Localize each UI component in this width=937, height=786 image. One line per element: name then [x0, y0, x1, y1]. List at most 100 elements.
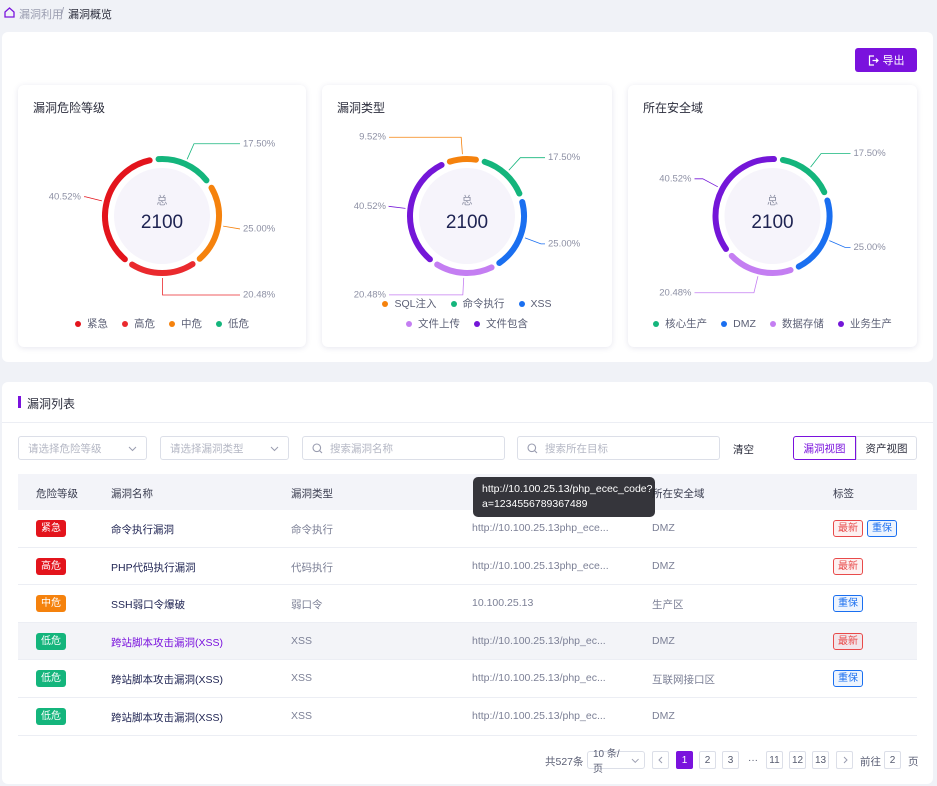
search-input[interactable]: 搜索漏洞名称: [302, 436, 505, 460]
page-button[interactable]: 3: [722, 751, 739, 769]
table-row[interactable]: [18, 622, 917, 661]
zone: DMZ: [652, 634, 675, 647]
legend-item[interactable]: XSS: [518, 297, 552, 311]
zone: 互联网接口区: [652, 674, 715, 687]
prev-page[interactable]: [652, 751, 669, 769]
zone: DMZ: [652, 710, 675, 722]
vuln-type: 命令执行: [291, 524, 333, 536]
legend-dot: [769, 321, 776, 327]
table-row[interactable]: [18, 585, 917, 623]
table-row[interactable]: [18, 698, 917, 736]
export-label: 导出: [882, 55, 905, 67]
table-row[interactable]: [18, 660, 917, 698]
page-button[interactable]: 2: [699, 751, 716, 769]
legend-item[interactable]: 核心生产: [653, 317, 707, 331]
chevron: [270, 446, 279, 451]
select[interactable]: 请选择漏洞类型: [160, 436, 289, 460]
page-unit: 页: [908, 756, 919, 768]
legend-label: 文件包含: [486, 318, 528, 330]
tag: 最新: [833, 557, 863, 575]
legend-label: 文件上传: [418, 318, 460, 330]
vuln-name[interactable]: 跨站脚本攻击漏洞(XSS): [111, 712, 224, 724]
legend-item[interactable]: 数据存储: [769, 317, 824, 331]
column-header: 标签: [833, 488, 854, 500]
legend-dot: [653, 321, 660, 327]
legend-item[interactable]: 业务生产: [837, 317, 892, 331]
tag: 重保: [867, 520, 897, 537]
next-page[interactable]: [836, 751, 853, 769]
legend-item[interactable]: 命令执行: [450, 297, 505, 311]
home-icon: [4, 7, 15, 18]
legend: SQL注入 命令执行 XSS 文件上传 文件包含: [367, 297, 567, 331]
table-header: [18, 474, 917, 510]
legend-item[interactable]: 文件上传: [406, 317, 460, 331]
total-count: 共527条: [545, 756, 584, 768]
target: http://10.100.25.13/php_ec...: [472, 710, 606, 722]
chart-card: 紧急 高危 中危 低危: [18, 85, 306, 347]
placeholder: 请选择危险等级: [28, 442, 102, 455]
export-button[interactable]: 导出: [855, 48, 917, 72]
breadcrumb-item[interactable]: 漏洞利用: [19, 9, 63, 21]
vuln-name[interactable]: SSH弱口令爆破: [111, 599, 186, 612]
vuln-type: 弱口令: [291, 599, 323, 612]
chart-card: SQL注入 命令执行 XSS 文件上传 文件包含: [322, 85, 612, 347]
table-row[interactable]: [18, 547, 917, 586]
vuln-name[interactable]: 跨站脚本攻击漏洞(XSS): [111, 636, 224, 649]
legend-dot: [75, 321, 81, 327]
legend-label: DMZ: [733, 318, 756, 330]
legend-item[interactable]: 中危: [169, 317, 202, 331]
select[interactable]: 请选择危险等级: [18, 436, 147, 460]
placeholder: 搜索漏洞名称: [330, 442, 393, 455]
legend-label: 低危: [228, 318, 249, 330]
legend-item[interactable]: 低危: [216, 317, 249, 331]
level-badge: 低危: [36, 632, 66, 650]
table-row[interactable]: [18, 510, 917, 548]
level-badge: 低危: [36, 708, 66, 725]
target: http://10.100.25.13/php_ec...: [472, 634, 606, 647]
view-toggle[interactable]: 漏洞视图: [793, 436, 856, 460]
tag: 重保: [833, 595, 863, 613]
legend-item[interactable]: SQL注入: [382, 297, 437, 311]
goto-label: 前往: [860, 756, 881, 768]
legend-item[interactable]: 高危: [122, 317, 155, 331]
vuln-name[interactable]: 跨站脚本攻击漏洞(XSS): [111, 674, 224, 687]
column-header: 危险等级: [36, 488, 78, 500]
vuln-name[interactable]: PHP代码执行漏洞: [111, 561, 196, 574]
legend-label: XSS: [530, 298, 552, 310]
page-button[interactable]: 12: [789, 751, 806, 769]
zone: DMZ: [652, 522, 675, 534]
page-size[interactable]: 10 条/页: [587, 749, 645, 775]
tag: 重保: [833, 670, 863, 688]
tooltip-line: http://10.100.25.13/php_ecec_code?: [482, 483, 653, 495]
view-toggle[interactable]: 资产视图: [856, 436, 917, 460]
goto-input[interactable]: 2: [884, 751, 901, 769]
level-badge: 紧急: [36, 520, 66, 537]
column-header: 漏洞名称: [111, 488, 153, 500]
zone: DMZ: [652, 559, 675, 572]
search-input[interactable]: 搜索所在目标: [517, 436, 720, 460]
page-button[interactable]: 1: [676, 751, 693, 769]
legend-item[interactable]: DMZ: [721, 317, 756, 331]
legend-item[interactable]: 紧急: [75, 317, 108, 331]
page-button[interactable]: 11: [766, 751, 783, 769]
tooltip: http://10.100.25.13/php_ecec_code? a=1234…: [473, 477, 655, 517]
chevron: [631, 758, 639, 763]
target: http://10.100.25.13php_ece...: [472, 522, 609, 534]
legend-item[interactable]: 文件包含: [474, 317, 528, 331]
legend-dot: [122, 321, 128, 327]
vuln-name[interactable]: 命令执行漏洞: [111, 524, 174, 536]
legend-label: 核心生产: [665, 318, 708, 330]
page-button[interactable]: ···: [748, 754, 758, 766]
page-size-label: 10 条/页: [593, 749, 620, 775]
clear-button[interactable]: 清空: [733, 444, 754, 456]
export-icon: [868, 54, 879, 66]
title-bar: [18, 396, 21, 408]
target: http://10.100.25.13php_ece...: [472, 559, 609, 572]
vuln-type: XSS: [291, 710, 313, 722]
legend: 核心生产 DMZ 数据存储 业务生产: [638, 317, 908, 331]
legend-label: 数据存储: [781, 318, 824, 330]
zone: 生产区: [652, 599, 684, 612]
page-button[interactable]: 13: [812, 751, 829, 769]
arrow: [843, 756, 848, 764]
